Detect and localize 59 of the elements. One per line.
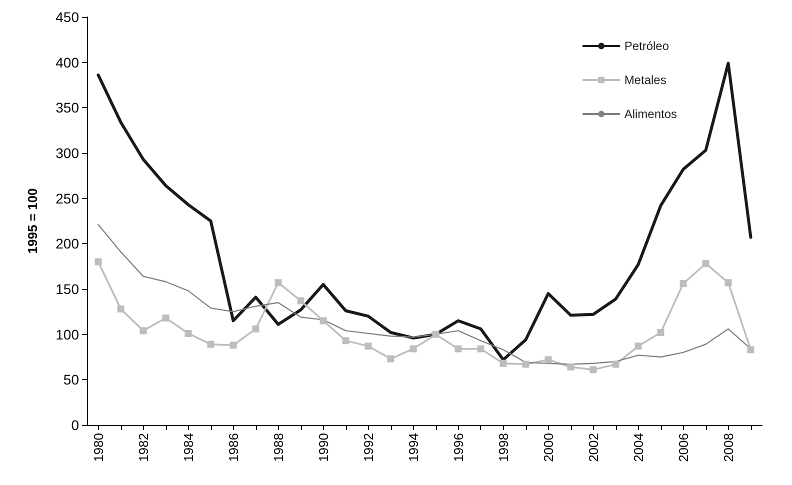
x-tick-label: 1984	[180, 433, 196, 462]
x-tick-label: 1980	[90, 433, 106, 462]
point	[477, 345, 484, 352]
y-tick-label: 100	[56, 326, 80, 342]
x-tick-label: 1992	[360, 433, 376, 462]
point	[657, 329, 664, 336]
y-tick-label: 0	[71, 417, 80, 433]
point	[230, 342, 237, 349]
point	[184, 330, 192, 337]
x-tick-label: 2002	[586, 433, 601, 462]
point	[342, 337, 350, 344]
point	[590, 366, 597, 374]
point	[454, 345, 462, 352]
x-tick-label: 2000	[540, 433, 556, 462]
point	[410, 345, 417, 352]
point	[117, 305, 124, 312]
y-tick-label: 350	[56, 100, 80, 116]
point	[252, 325, 260, 332]
point	[432, 330, 440, 338]
point	[612, 360, 620, 368]
y-tick-label: 450	[56, 9, 80, 25]
point	[634, 342, 642, 350]
point	[94, 258, 102, 266]
y-tick-label: 150	[56, 281, 80, 297]
y-tick-label: 250	[56, 190, 80, 206]
point	[364, 342, 372, 350]
x-tick-label: 1982	[136, 433, 151, 462]
y-tick-label: 200	[56, 236, 80, 252]
legend-label: Metales	[624, 73, 666, 87]
point	[274, 279, 282, 286]
legend-label: Petróleo	[624, 39, 670, 53]
x-tick-label: 1994	[406, 433, 421, 462]
x-tick-label: 1988	[270, 433, 286, 462]
point	[162, 314, 170, 322]
point	[544, 356, 552, 364]
y-axis-title: 1995 = 100	[25, 188, 40, 254]
point	[140, 327, 147, 334]
point	[724, 279, 732, 286]
point	[567, 363, 574, 370]
point	[747, 346, 754, 354]
point	[320, 317, 327, 324]
point	[522, 360, 530, 368]
point	[500, 360, 507, 367]
x-tick-label: 1986	[226, 433, 241, 462]
point	[207, 340, 214, 348]
x-tick-label: 1996	[450, 433, 466, 462]
x-tick-label: 1990	[316, 433, 331, 462]
point	[680, 280, 687, 288]
x-tick-label: 1998	[496, 433, 511, 462]
y-tick-label: 50	[63, 372, 80, 388]
x-tick-label: 2004	[630, 433, 646, 462]
x-tick-label: 2006	[676, 433, 691, 462]
point	[297, 297, 304, 304]
y-tick-label: 400	[56, 54, 80, 70]
point	[702, 260, 710, 268]
point	[387, 355, 394, 362]
y-tick-label: 300	[56, 145, 80, 161]
x-tick-label: 2008	[720, 433, 736, 462]
legend-label: Alimentos	[624, 107, 677, 121]
